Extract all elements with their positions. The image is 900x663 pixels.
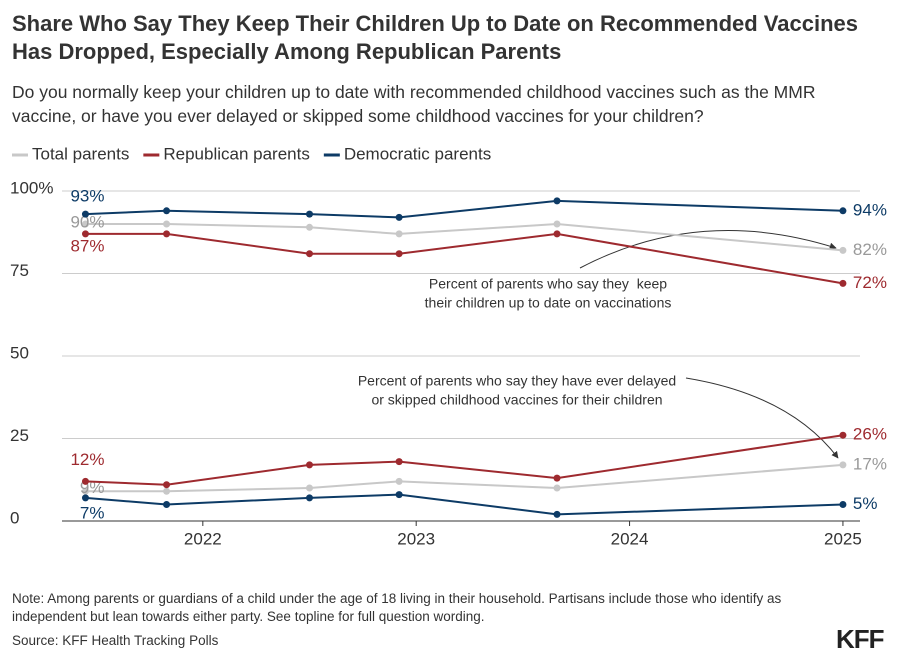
annotation: Percent of parents who say they have eve…: [358, 373, 676, 389]
logo: KFF: [836, 624, 885, 654]
data-point: [306, 484, 314, 492]
data-point: [839, 461, 847, 469]
x-tick-label: 2023: [397, 529, 435, 548]
series-line: [85, 463, 844, 493]
data-point: [395, 491, 403, 499]
data-point: [81, 494, 89, 502]
data-point: [163, 487, 171, 495]
data-label: 12%: [70, 450, 104, 469]
data-point: [395, 230, 403, 238]
data-point: [81, 230, 89, 238]
annotation: their children up to date on vaccination…: [425, 295, 672, 311]
chart-subtitle: Do you normally keep your children up to…: [12, 82, 816, 126]
data-point: [839, 431, 847, 439]
data-label: 82%: [853, 240, 887, 259]
data-point: [395, 213, 403, 221]
data-point: [81, 210, 89, 218]
data-label: 17%: [853, 454, 887, 473]
data-point: [839, 207, 847, 215]
annotation: or skipped childhood vaccines for their …: [371, 392, 662, 408]
data-label: 5%: [853, 494, 878, 513]
x-tick-label: 2024: [611, 529, 649, 548]
legend-label: Democratic parents: [344, 144, 491, 163]
data-point: [553, 474, 561, 482]
data-label: 7%: [80, 503, 105, 522]
legend-label: Republican parents: [163, 144, 309, 163]
chart-title: Share Who Say They Keep Their Children U…: [12, 11, 858, 64]
data-label: 72%: [853, 273, 887, 292]
data-point: [306, 250, 314, 258]
source: Source: KFF Health Tracking Polls: [12, 633, 219, 648]
data-point: [306, 461, 314, 469]
series-line: [85, 222, 844, 252]
data-label: 90%: [70, 212, 104, 231]
data-point: [163, 481, 171, 489]
note: Note: Among parents or guardians of a ch…: [12, 591, 782, 624]
data-point: [553, 230, 561, 238]
y-tick-label: 75: [10, 261, 29, 280]
data-point: [81, 487, 89, 495]
y-tick-label: 50: [10, 343, 29, 362]
data-point: [839, 501, 847, 508]
data-point: [395, 250, 403, 258]
data-point: [839, 279, 847, 287]
data-point: [553, 510, 561, 518]
data-point: [395, 477, 403, 485]
data-point: [163, 207, 171, 215]
data-point: [81, 220, 89, 228]
data-point: [306, 223, 314, 231]
y-tick-label: 25: [10, 426, 29, 445]
legend-label: Total parents: [32, 144, 129, 163]
x-tick-label: 2025: [824, 529, 862, 548]
series-line: [85, 232, 844, 285]
data-point: [553, 220, 561, 228]
data-label: 94%: [853, 200, 887, 219]
data-point: [163, 230, 171, 238]
y-tick-label: 100%: [10, 178, 53, 197]
series-line: [85, 199, 843, 219]
annotation: Percent of parents who say they keep: [429, 276, 667, 292]
data-point: [395, 458, 403, 466]
series-line: [85, 493, 843, 516]
x-tick-label: 2022: [184, 529, 222, 548]
data-label: 93%: [70, 187, 104, 206]
data-point: [553, 484, 561, 492]
data-point: [163, 220, 171, 228]
annotation-arrow: [685, 377, 839, 459]
data-label: 87%: [70, 236, 104, 255]
data-point: [81, 477, 89, 485]
data-point: [306, 210, 314, 218]
annotation-arrow: [579, 230, 837, 269]
data-label: 26%: [853, 425, 887, 444]
y-tick-label: 0: [10, 508, 19, 527]
series-line: [85, 434, 844, 486]
data-point: [163, 501, 171, 508]
data-point: [306, 494, 314, 502]
data-point: [839, 246, 847, 254]
data-point: [553, 197, 561, 205]
